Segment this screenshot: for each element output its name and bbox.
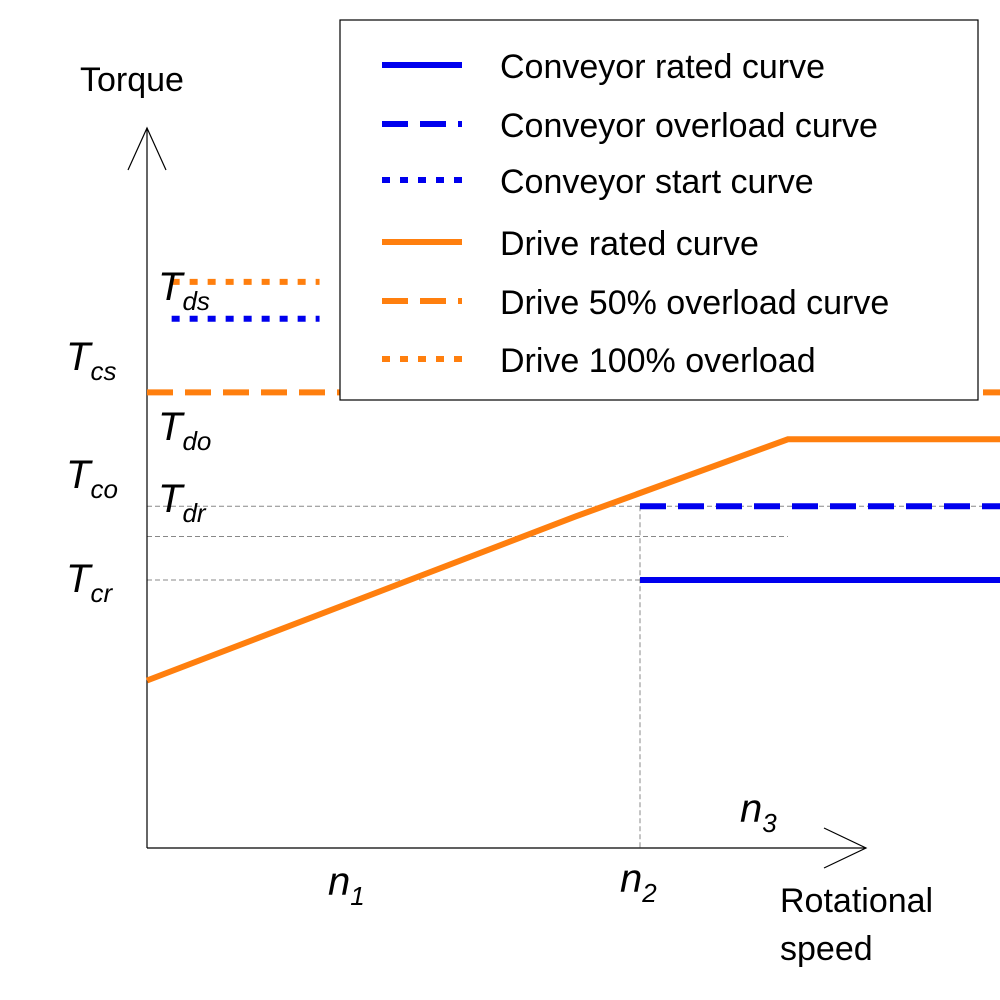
y-tick-Tco: Tco	[66, 453, 118, 504]
y-tick-Tcs: Tcs	[66, 335, 116, 386]
y-tick-Tdo: Tdo	[158, 405, 211, 456]
series-line-3	[145, 436, 1000, 684]
legend-label-5: Drive 100% overload	[500, 342, 816, 380]
x-tick-n3: n3	[740, 787, 777, 838]
y-tick-Tcr: Tcr	[66, 557, 113, 608]
y-axis-arrow	[127, 126, 167, 171]
x-tick-n2: n2	[620, 857, 657, 908]
y-axis-title: Torque	[80, 61, 184, 99]
x-tick-n1: n1	[328, 860, 365, 911]
legend-label-4: Drive 50% overload curve	[500, 284, 889, 322]
tick-labels: Tds Tcs Tdo Tco Tdr Tcr n1 n2 n3	[66, 265, 777, 911]
legend-label-1: Conveyor overload curve	[500, 107, 878, 145]
legend-label-3: Drive rated curve	[500, 225, 759, 263]
y-tick-Tds: Tds	[158, 265, 210, 316]
axes: Torque Rotational speed	[80, 61, 933, 968]
guide-lines	[147, 505, 1000, 848]
legend-box	[339, 19, 979, 401]
x-axis-arrow	[823, 827, 868, 869]
y-tick-Tdr: Tdr	[158, 477, 207, 528]
legend-label-2: Conveyor start curve	[500, 163, 814, 201]
x-axis-title-line2: speed	[780, 930, 873, 968]
legend-label-0: Conveyor rated curve	[500, 48, 825, 86]
x-axis-title-line1: Rotational	[780, 882, 933, 920]
legend: Conveyor rated curve Conveyor overload cu…	[339, 19, 979, 401]
